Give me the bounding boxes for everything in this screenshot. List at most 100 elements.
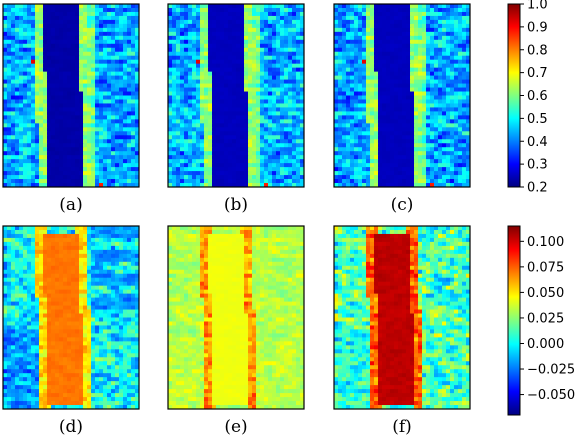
heatmap-cell <box>15 230 19 234</box>
heatmap-cell <box>172 12 176 16</box>
heatmap-cell <box>434 103 438 107</box>
heatmap-cell <box>264 107 268 111</box>
heatmap-cell <box>27 52 31 56</box>
heatmap-cell <box>127 131 131 135</box>
heatmap-cell <box>406 24 410 28</box>
heatmap-cell <box>358 68 362 72</box>
heatmap-cell <box>127 48 131 52</box>
heatmap-cell <box>91 159 95 163</box>
heatmap-cell <box>426 84 430 88</box>
heatmap-cell <box>95 96 99 100</box>
heatmap-cell <box>362 72 366 76</box>
heatmap-cell <box>115 60 119 64</box>
heatmap-cell <box>342 143 346 147</box>
heatmap-cell <box>248 8 252 12</box>
heatmap-cell <box>402 175 406 179</box>
heatmap-cell <box>115 167 119 171</box>
heatmap-cell <box>103 226 107 230</box>
heatmap-cell <box>196 84 200 88</box>
heatmap-cell <box>362 131 366 135</box>
heatmap-cell <box>280 36 284 40</box>
heatmap-cell <box>95 56 99 60</box>
heatmap-cell <box>276 40 280 44</box>
heatmap-cell <box>410 179 414 183</box>
heatmap-cell <box>446 151 450 155</box>
heatmap-cell <box>23 20 27 24</box>
heatmap-cell <box>23 226 27 230</box>
heatmap-cell <box>7 52 11 56</box>
heatmap-cell <box>442 115 446 119</box>
heatmap-cell <box>208 103 212 107</box>
heatmap-cell <box>67 167 71 171</box>
heatmap-cell <box>446 16 450 20</box>
heatmap-cell <box>446 147 450 151</box>
heatmap-cell <box>212 171 216 175</box>
heatmap-cell <box>390 123 394 127</box>
heatmap-cell <box>212 127 216 131</box>
heatmap-cell <box>15 131 19 135</box>
heatmap-cell <box>268 107 272 111</box>
heatmap-cell <box>35 163 39 167</box>
heatmap-cell <box>23 111 27 115</box>
heatmap-cell <box>115 92 119 96</box>
heatmap-cell <box>119 226 123 230</box>
heatmap-cell <box>414 179 418 183</box>
heatmap-cell <box>131 44 135 48</box>
heatmap-cell <box>272 84 276 88</box>
heatmap-cell <box>19 52 23 56</box>
heatmap-cell <box>374 88 378 92</box>
heatmap-cell <box>450 115 454 119</box>
heatmap-cell <box>23 99 27 103</box>
heatmap-cell <box>268 64 272 68</box>
heatmap-cell <box>342 44 346 48</box>
heatmap-cell <box>406 103 410 107</box>
heatmap-cell <box>63 111 67 115</box>
heatmap-cell <box>184 171 188 175</box>
heatmap-cell <box>127 171 131 175</box>
heatmap-cell <box>434 40 438 44</box>
heatmap-cell <box>99 68 103 72</box>
heatmap-cell <box>276 12 280 16</box>
heatmap-cell <box>338 8 342 12</box>
heatmap-cell <box>442 88 446 92</box>
heatmap-cell <box>252 163 256 167</box>
heatmap-cell <box>394 135 398 139</box>
heatmap-cell <box>11 258 15 262</box>
heatmap-cell <box>91 155 95 159</box>
heatmap-cell <box>208 147 212 151</box>
heatmap-cell <box>87 155 91 159</box>
heatmap-cell <box>79 111 83 115</box>
heatmap-cell <box>268 135 272 139</box>
heatmap-cell <box>31 226 35 230</box>
heatmap-cell <box>204 16 208 20</box>
heatmap-cell <box>11 171 15 175</box>
heatmap-cell <box>276 48 280 52</box>
heatmap-cell <box>248 92 252 96</box>
heatmap-cell <box>23 119 27 123</box>
heatmap-cell <box>71 52 75 56</box>
heatmap-cell <box>268 56 272 60</box>
heatmap-cell <box>180 4 184 8</box>
heatmap-cell <box>252 151 256 155</box>
heatmap-cell <box>244 155 248 159</box>
heatmap-cell <box>338 44 342 48</box>
heatmap-cell <box>27 68 31 72</box>
heatmap-cell <box>338 107 342 111</box>
heatmap-cell <box>418 147 422 151</box>
heatmap-cell <box>374 40 378 44</box>
heatmap-cell <box>63 258 67 262</box>
heatmap-cell <box>119 96 123 100</box>
heatmap-cell <box>450 127 454 131</box>
heatmap-cell <box>288 92 292 96</box>
heatmap-cell <box>334 52 338 56</box>
heatmap-cell <box>342 179 346 183</box>
heatmap-cell <box>224 119 228 123</box>
heatmap-cell <box>236 16 240 20</box>
heatmap-cell <box>99 88 103 92</box>
heatmap-cell <box>27 115 31 119</box>
heatmap-cell <box>131 147 135 151</box>
heatmap-cell <box>450 99 454 103</box>
heatmap-cell <box>240 143 244 147</box>
heatmap-cell <box>236 115 240 119</box>
heatmap-cell <box>426 119 430 123</box>
